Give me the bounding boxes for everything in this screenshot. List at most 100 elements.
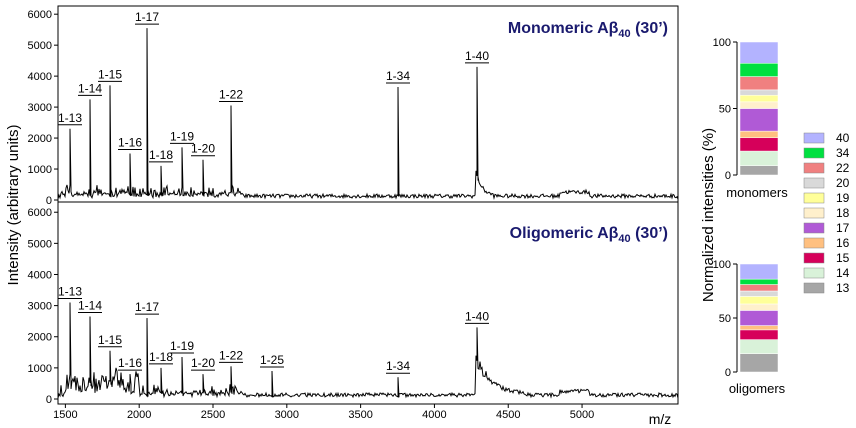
monomeric-y-ticks: 0 1000 2000 3000 4000 5000 6000 (28, 9, 58, 207)
legend-swatch-19 (803, 192, 825, 204)
oligomeric-ytick-label-4000: 4000 (28, 269, 52, 281)
x-axis-label: m/z (649, 411, 672, 427)
legend-swatch-40 (803, 132, 825, 144)
bar-oligomers-segment-18 (739, 303, 779, 311)
spectra-ylabel: Intensity (arbitrary units) (5, 125, 22, 286)
oligomeric-peak-label-1-19: 1-19 (170, 339, 194, 353)
bar-oligomers-segment-14 (739, 339, 779, 354)
oligomeric-ytick-label-3000: 3000 (28, 301, 52, 313)
oligomeric-spectrum-panel: 0 1000 2000 3000 4000 5000 6000 1500 2000 2500 30… (28, 201, 679, 427)
monomeric-ytick-label-2000: 2000 (28, 133, 52, 145)
monomeric-ytick-label-6000: 6000 (28, 9, 52, 21)
x-tick-label-5000: 5000 (570, 409, 594, 421)
bar-monomers-segment-22 (739, 76, 779, 91)
bar-oligomers-ytick-label-0: 0 (725, 367, 731, 379)
monomeric-peak-label-1-16: 1-16 (118, 136, 142, 150)
legend-swatch-18 (803, 207, 825, 219)
x-tick-label-3500: 3500 (348, 409, 372, 421)
oligomeric-peak-label-1-22: 1-22 (219, 348, 243, 362)
bar-monomers-segment-16 (739, 130, 779, 139)
monomeric-peak-label-1-18: 1-18 (149, 148, 173, 162)
monomeric-peak-label-1-22: 1-22 (219, 88, 243, 102)
bar-monomers-segment-34 (739, 63, 779, 77)
oligomeric-peak-label-1-14: 1-14 (78, 299, 102, 313)
x-axis-ticks: 1500 2000 2500 3000 3500 4000 4500 5000 (53, 404, 594, 421)
monomeric-ytick-label-5000: 5000 (28, 40, 52, 52)
legend-swatch-13 (803, 282, 825, 294)
stacked-bars (739, 41, 779, 373)
legend-label-40: 40 (836, 131, 850, 145)
monomeric-ytick-label-1000: 1000 (28, 164, 52, 176)
legend-swatch-17 (803, 222, 825, 234)
legend-label-16: 16 (836, 236, 850, 250)
bar-oligomers-segment-20 (739, 290, 779, 297)
oligomeric-ytick-label-2000: 2000 (28, 332, 52, 344)
bar-monomers-segment-15 (739, 137, 779, 152)
oligomeric-peak-label-1-16: 1-16 (118, 356, 142, 370)
monomeric-peak-label-1-17: 1-17 (135, 10, 159, 24)
monomeric-ytick-label-3000: 3000 (28, 102, 52, 114)
monomeric-spectrum-line (57, 28, 679, 200)
bar-oligomers-segment-15 (739, 329, 779, 340)
x-tick-label-2500: 2500 (201, 409, 225, 421)
oligomeric-plot-frame (57, 201, 679, 405)
bar-monomers-ytick-label-0: 0 (725, 170, 731, 182)
bar-oligomers-segment-16 (739, 325, 779, 331)
oligomeric-peak-label-1-15: 1-15 (98, 333, 122, 347)
oligomeric-peak-labels: 1-131-14 1-15 1-16 1-17 1-181-19 1-20 1-22 1-25… (58, 285, 489, 374)
legend-label-13: 13 (836, 281, 850, 295)
bar-oligomers-ytick-label-50: 50 (719, 313, 731, 325)
monomeric-peak-label-1-40: 1-40 (465, 49, 489, 63)
oligomeric-y-ticks: 0 1000 2000 3000 4000 5000 6000 (28, 207, 58, 406)
monomeric-ytick-label-0: 0 (46, 195, 52, 207)
legend-label-18: 18 (836, 206, 850, 220)
monomeric-peak-label-1-13: 1-13 (58, 111, 82, 125)
bars-ylabel: Normalized intensities (%) (700, 128, 717, 302)
oligomeric-peak-label-1-20: 1-20 (191, 356, 215, 370)
oligomeric-peak-label-1-17: 1-17 (135, 300, 159, 314)
legend-label-34: 34 (836, 146, 850, 160)
oligomeric-ytick-label-6000: 6000 (28, 207, 52, 219)
oligomeric-peak-label-1-25: 1-25 (260, 353, 284, 367)
legend-label-15: 15 (836, 251, 850, 265)
monomeric-peak-label-1-19: 1-19 (170, 129, 194, 143)
oligomeric-ytick-label-0: 0 (46, 394, 52, 406)
oligomeric-peak-label-1-18: 1-18 (149, 350, 173, 364)
bar-oligomers-segment-13 (739, 353, 779, 373)
bar-monomers-segment-17 (739, 108, 779, 132)
monomeric-title: Monomeric Aβ40 (30’) (508, 20, 668, 40)
x-tick-label-3000: 3000 (275, 409, 299, 421)
bar-category-oligomers: oligomers (729, 381, 786, 396)
legend-swatch-15 (803, 252, 825, 264)
oligomeric-peak-label-1-13: 1-13 (58, 285, 82, 299)
bar-monomers-segment-19 (739, 94, 779, 103)
monomeric-peak-labels: 1-13 1-141-15 1-16 1-17 1-18 1-191-20 1-22 1-34… (58, 10, 489, 163)
oligomeric-peak-label-1-40: 1-40 (465, 309, 489, 323)
legend-label-19: 19 (836, 191, 850, 205)
bar-monomers-ytick-label-50: 50 (719, 104, 731, 116)
legend-swatch-16 (803, 237, 825, 249)
stacked-bar-axes: 0 50 100 0 50 100 (713, 37, 738, 379)
oligomeric-ytick-label-1000: 1000 (28, 363, 52, 375)
monomeric-peak-label-1-20: 1-20 (191, 142, 215, 156)
bar-oligomers-segment-17 (739, 310, 779, 326)
bar-category-monomers: monomers (726, 185, 788, 200)
legend-swatch-22 (803, 162, 825, 174)
legend-swatch-14 (803, 267, 825, 279)
monomeric-peak-label-1-14: 1-14 (78, 81, 102, 95)
oligomeric-ytick-label-5000: 5000 (28, 238, 52, 250)
legend-swatch-20 (803, 177, 825, 189)
bar-oligomers-segment-22 (739, 284, 779, 292)
bar-oligomers-segment-19 (739, 296, 779, 305)
x-tick-label-4500: 4500 (496, 409, 520, 421)
bar-monomers-segment-18 (739, 101, 779, 109)
legend-label-20: 20 (836, 176, 850, 190)
legend-label-17: 17 (836, 221, 850, 235)
legend-swatch-34 (803, 147, 825, 159)
bar-monomers-segment-40 (739, 41, 779, 64)
monomeric-peak-label-1-15: 1-15 (98, 67, 122, 81)
x-tick-label-4000: 4000 (422, 409, 446, 421)
